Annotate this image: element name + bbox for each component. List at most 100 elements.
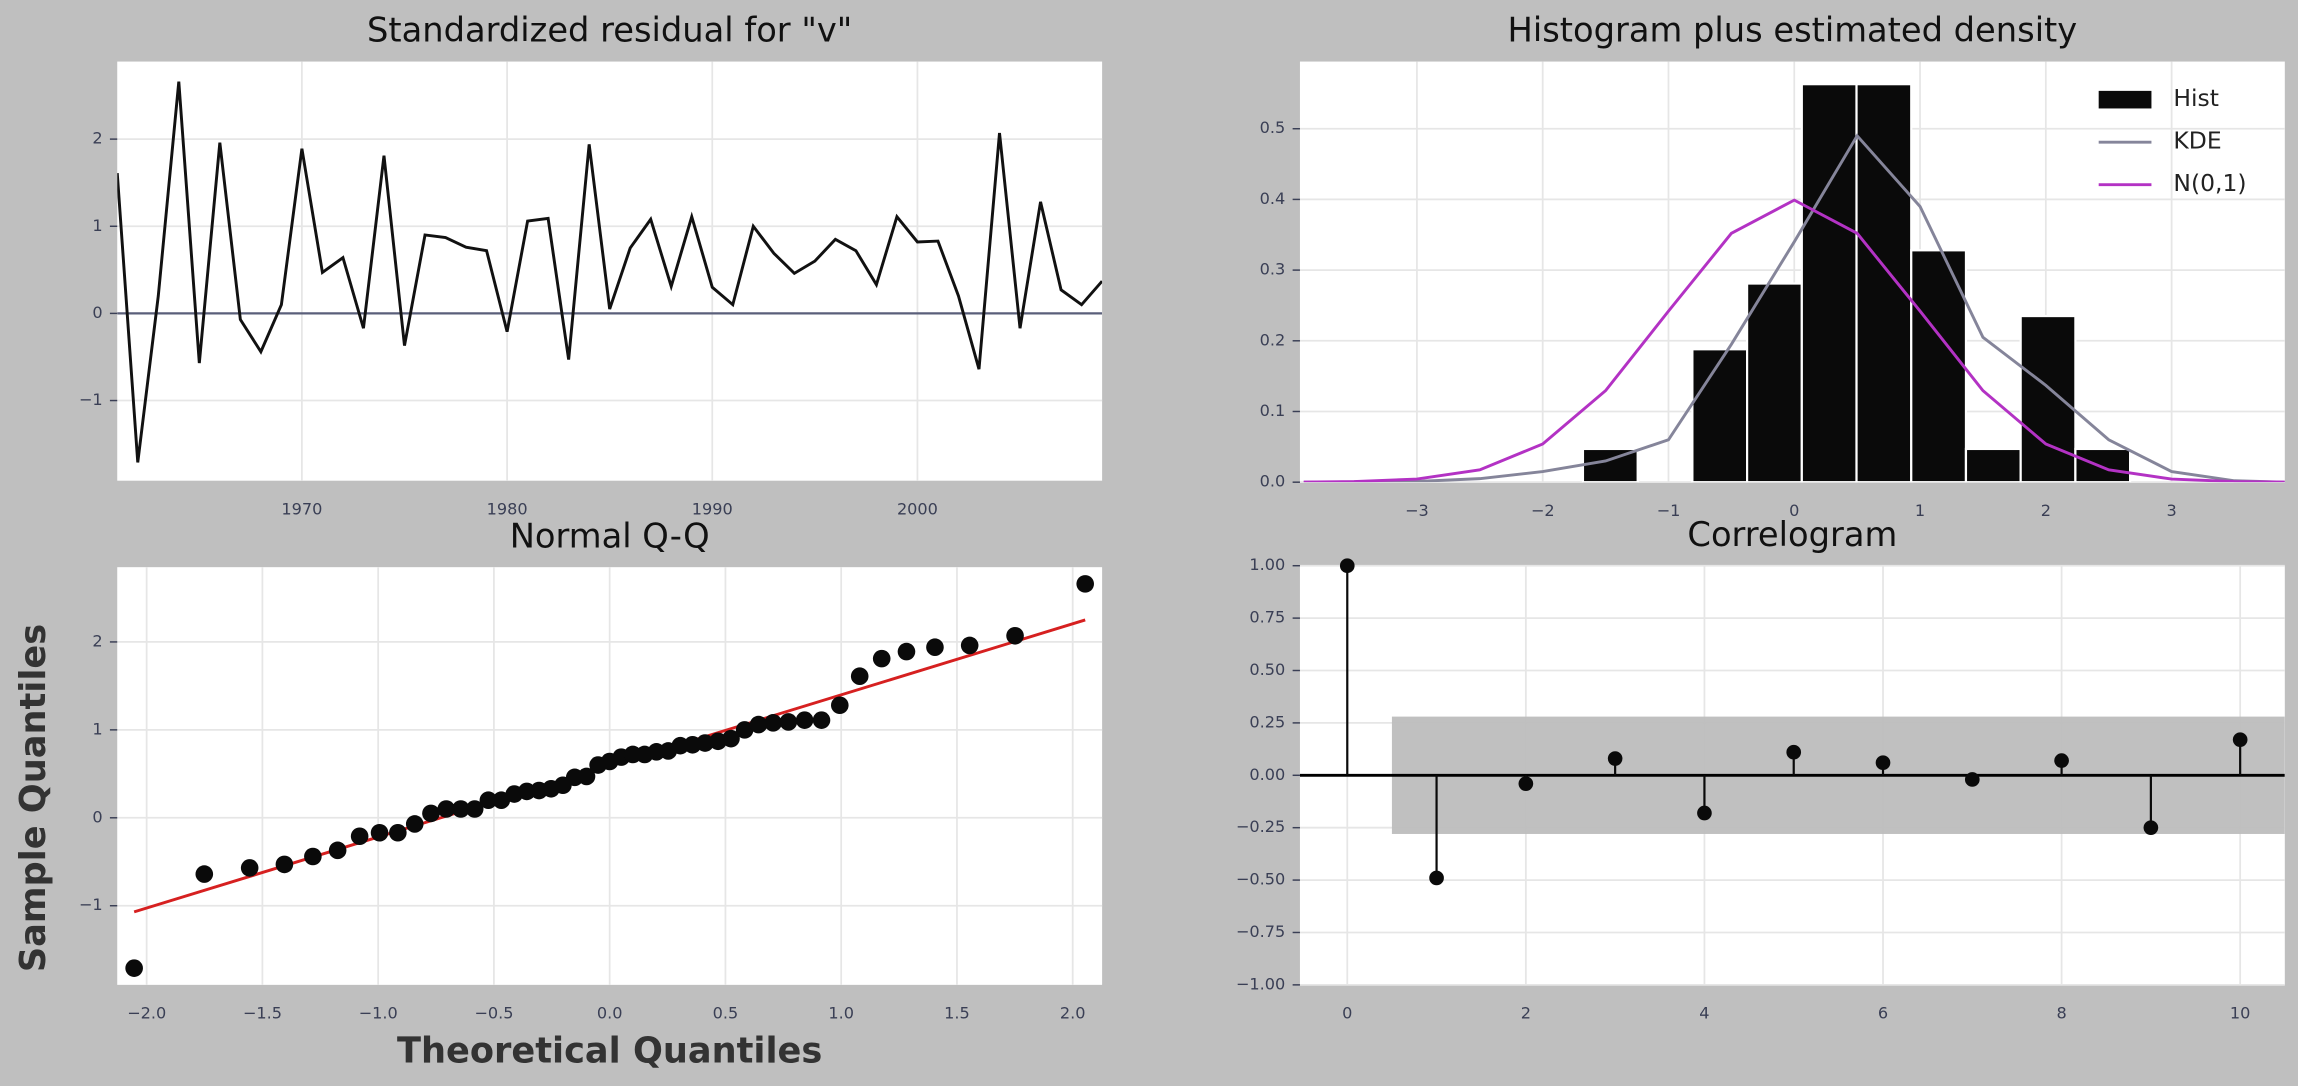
y-tick-label: 2 (92, 129, 102, 148)
hist-bar (2074, 447, 2132, 483)
qq-point (479, 791, 498, 809)
x-tick-label: 1.5 (944, 1004, 970, 1023)
y-tick-label: −0.75 (1236, 922, 1285, 941)
legend-label: KDE (2173, 127, 2221, 155)
qq-point (779, 713, 798, 731)
x-tick-label: −1.5 (243, 1004, 282, 1023)
qq-point (422, 804, 440, 823)
density-curve (1303, 133, 2285, 483)
qq-point (696, 734, 714, 752)
x-tick-label: 2 (2041, 501, 2051, 520)
qq-point (370, 823, 389, 842)
stem-marker (2143, 820, 2159, 836)
stem-marker (1518, 776, 1534, 792)
legend-swatch (2098, 90, 2152, 109)
x-tick-label: −1.0 (359, 1004, 398, 1023)
qq-point (350, 827, 369, 846)
qq-point (1076, 575, 1094, 593)
qq-point (749, 715, 768, 734)
y-tick-label: 1 (92, 216, 102, 235)
y-tick-label: −0.50 (1236, 870, 1285, 889)
hist-bar (1800, 83, 1858, 483)
x-tick-label: −2 (1531, 501, 1555, 520)
y-tick-label: −0.25 (1236, 817, 1285, 836)
y-tick-label: 0.1 (1260, 401, 1286, 420)
qq-point (437, 800, 456, 818)
x-tick-label: −3 (1405, 501, 1429, 520)
qq-point (960, 636, 979, 655)
qq-point (389, 823, 407, 842)
plot-area (117, 61, 1103, 481)
x-tick-label: −2.0 (127, 1004, 166, 1023)
stem-marker (1429, 870, 1444, 886)
qq-point (812, 711, 831, 729)
legend-label: Hist (2173, 84, 2219, 112)
chart-title: Correlogram (1687, 515, 1897, 554)
y-tick-label: −1 (79, 895, 103, 914)
qq-point (735, 721, 754, 739)
x-tick-label: 0 (1789, 501, 1799, 520)
plot-marks (117, 81, 1103, 463)
plot-marks (1303, 83, 2285, 483)
y-tick-label: 0.4 (1260, 189, 1286, 208)
y-tick-label: 0.0 (1260, 472, 1286, 491)
x-tick-label: 1 (1915, 501, 1925, 520)
x-tick-label: 3 (2166, 501, 2176, 520)
x-tick-label: 10 (2230, 1004, 2251, 1023)
qq-point (872, 649, 891, 668)
x-tick-label: 4 (1699, 1004, 1709, 1023)
qq-point (897, 642, 916, 661)
qq-point (304, 847, 322, 866)
stem-marker (1339, 558, 1355, 574)
x-tick-label: 2.0 (1060, 1004, 1086, 1023)
stem-marker (2232, 732, 2248, 747)
x-tick-label: 0.0 (597, 1004, 623, 1023)
y-tick-label: 0 (92, 807, 102, 826)
qq-point (795, 711, 814, 729)
x-tick-label: 1970 (281, 500, 322, 519)
qq-point (275, 855, 294, 874)
chart-title: Normal Q-Q (510, 516, 710, 555)
x-tick-label: 1980 (487, 500, 528, 519)
x-tick-label: 6 (1878, 1004, 1888, 1023)
plot-marks (1299, 716, 2285, 834)
residual-line (117, 81, 1103, 463)
x-tick-label: 0.5 (713, 1004, 739, 1023)
y-tick-label: 0.00 (1249, 765, 1285, 784)
qq-point (125, 959, 143, 977)
qq-point (405, 815, 424, 833)
y-tick-label: 0.75 (1249, 608, 1285, 627)
qq-point (240, 859, 259, 877)
qq-point (722, 729, 740, 748)
qq-point (452, 800, 470, 818)
qq-point (465, 800, 484, 818)
y-tick-label: 0.2 (1260, 330, 1286, 349)
y-tick-label: 2 (92, 631, 102, 650)
stem-marker (1786, 744, 1802, 760)
y-tick-label: 0.50 (1249, 660, 1285, 679)
stem-marker (1697, 805, 1712, 821)
stem-marker (1875, 755, 1891, 771)
x-tick-label: −0.5 (474, 1004, 513, 1023)
stem-marker (1964, 772, 1980, 787)
hist-bar (1691, 348, 1749, 483)
y-tick-label: 0.5 (1260, 118, 1286, 137)
x-tick-label: 2000 (897, 500, 938, 519)
qq-point (195, 865, 214, 883)
hist-bar (1910, 249, 1968, 483)
x-tick-label: 0 (1342, 1004, 1352, 1023)
density-curve (1303, 198, 2285, 483)
x-tick-label: −1 (1657, 501, 1681, 520)
legend-label: N(0,1) (2173, 169, 2246, 197)
y-tick-label: 1 (92, 719, 102, 738)
qq-point (764, 714, 782, 732)
x-axis-label: Theoretical Quantiles (397, 1030, 822, 1071)
hist-bar (1746, 282, 1803, 483)
stem-marker (1607, 751, 1623, 766)
qq-point (1006, 626, 1024, 645)
qq-point (850, 667, 869, 686)
y-tick-label: 0.25 (1249, 712, 1285, 731)
y-tick-label: −1 (79, 390, 103, 409)
